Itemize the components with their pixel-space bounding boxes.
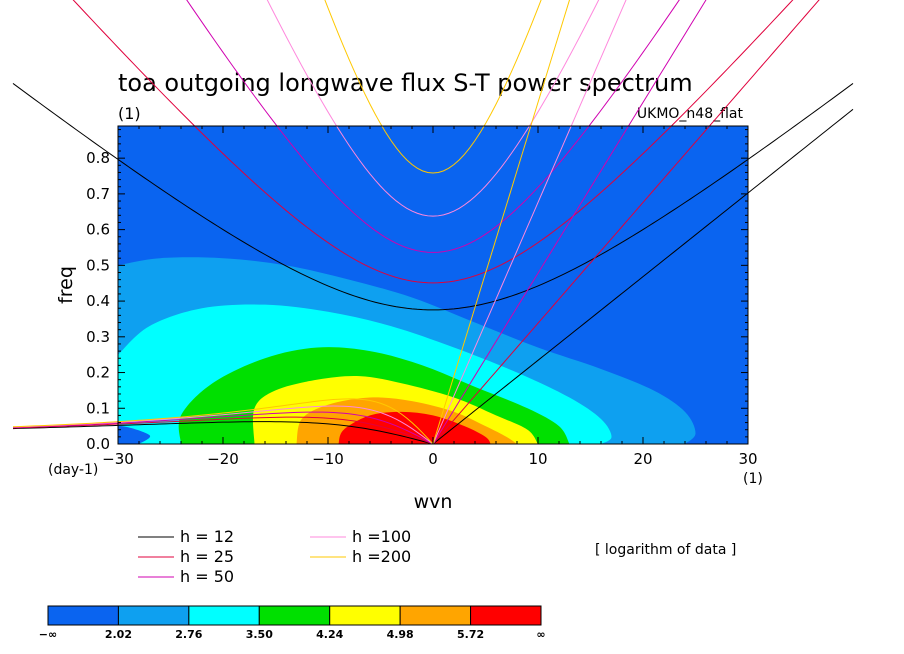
y-axis-units: (day-1) bbox=[48, 462, 98, 478]
kelvin-100 bbox=[432, 0, 627, 445]
rossby-25 bbox=[12, 416, 434, 445]
kelvin-12 bbox=[432, 108, 854, 445]
colorbar-tick-label: 4.98 bbox=[387, 628, 414, 641]
legend-label: h =100 bbox=[352, 527, 411, 546]
x-tick-label: −30 bbox=[102, 450, 134, 468]
colorbar-tick-label: 5.72 bbox=[457, 628, 484, 641]
x-tick-label: 10 bbox=[528, 450, 547, 468]
colorbar-tick-label: 3.50 bbox=[246, 628, 273, 641]
model-label: UKMO_n48_flat bbox=[637, 106, 744, 122]
colorbar-swatch bbox=[329, 605, 401, 626]
gravity-12 bbox=[12, 83, 854, 311]
y-tick-label: 0.7 bbox=[86, 185, 110, 203]
rossby-12 bbox=[12, 421, 434, 445]
axis-ticks: −30 −20 −10 0 10 20 30 0.0 0.1 0.2 0.3 0.4 0.5 0.6 0.7… bbox=[86, 126, 758, 468]
rossby-200 bbox=[12, 398, 434, 445]
gravity-200 bbox=[324, 0, 542, 174]
band-corner bbox=[118, 425, 151, 444]
x-axis-units: (1) bbox=[743, 471, 763, 487]
colorbar-swatch bbox=[470, 605, 542, 626]
legend-label: h =200 bbox=[352, 547, 411, 566]
y-axis-label: freq bbox=[55, 266, 77, 304]
title-units: (1) bbox=[118, 104, 141, 123]
curve-group-50 bbox=[12, 0, 707, 445]
colorbar: −∞ 2.02 2.76 3.50 4.24 4.98 5.72 ∞ bbox=[39, 605, 546, 641]
colorbar-swatch bbox=[188, 605, 260, 626]
kelvin-50 bbox=[432, 0, 707, 445]
legend-label: h = 25 bbox=[180, 547, 234, 566]
colorbar-swatch bbox=[399, 605, 472, 626]
y-tick-label: 0.6 bbox=[86, 221, 110, 239]
x-axis-label: wvn bbox=[414, 491, 453, 513]
y-tick-label: 0.0 bbox=[86, 435, 110, 453]
kelvin-25 bbox=[432, 0, 820, 445]
y-tick-label: 0.4 bbox=[86, 292, 110, 310]
x-tick-label: −10 bbox=[312, 450, 344, 468]
x-tick-label: 0 bbox=[428, 450, 438, 468]
curve-group-25 bbox=[12, 0, 820, 445]
y-tick-label: 0.1 bbox=[86, 399, 110, 417]
legend-label: h = 50 bbox=[180, 567, 234, 586]
gravity-25 bbox=[72, 0, 794, 284]
y-tick-label: 0.8 bbox=[86, 149, 110, 167]
colorbar-tick-label: −∞ bbox=[39, 628, 57, 641]
gravity-100 bbox=[266, 0, 600, 217]
band-5.72 bbox=[338, 411, 491, 444]
x-tick-label: −20 bbox=[207, 450, 239, 468]
colorbar-tick-label: 4.24 bbox=[316, 628, 343, 641]
colorbar-swatch bbox=[117, 605, 190, 626]
contour-fill bbox=[118, 126, 748, 444]
rossby-50 bbox=[12, 411, 434, 445]
colorbar-tick-label: ∞ bbox=[536, 628, 545, 641]
y-tick-label: 0.3 bbox=[86, 328, 110, 346]
colorbar-tick-label: 2.02 bbox=[105, 628, 132, 641]
colorbar-swatch bbox=[47, 605, 119, 626]
dispersion-curves bbox=[12, 0, 854, 445]
colorbar-tick-label: 2.76 bbox=[175, 628, 202, 641]
colorbar-note: [ logarithm of data ] bbox=[595, 542, 736, 558]
gravity-50 bbox=[186, 0, 680, 253]
x-tick-label: 30 bbox=[738, 450, 757, 468]
y-tick-label: 0.5 bbox=[86, 256, 110, 274]
curve-group-200 bbox=[12, 0, 571, 445]
x-tick-label: 20 bbox=[633, 450, 652, 468]
chart-title: toa outgoing longwave flux S-T power spe… bbox=[118, 69, 693, 97]
y-tick-label: 0.2 bbox=[86, 364, 110, 382]
kelvin-200 bbox=[432, 0, 571, 445]
curve-group-12 bbox=[12, 83, 854, 445]
colorbar-swatch bbox=[258, 605, 331, 626]
legend-label: h = 12 bbox=[180, 527, 234, 546]
